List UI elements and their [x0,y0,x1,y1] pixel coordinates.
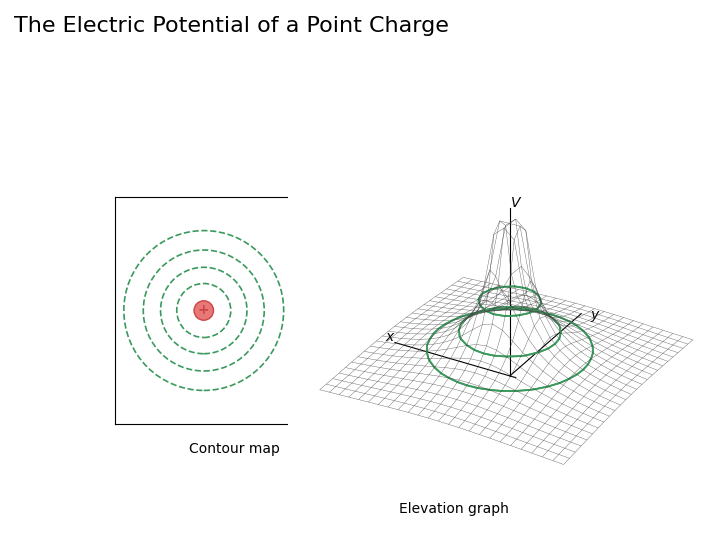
Text: The Electric Potential of a Point Charge: The Electric Potential of a Point Charge [14,16,449,36]
Circle shape [194,301,213,320]
Text: Elevation graph: Elevation graph [399,502,508,516]
Text: +: + [198,303,210,318]
Text: Contour map: Contour map [189,442,279,456]
